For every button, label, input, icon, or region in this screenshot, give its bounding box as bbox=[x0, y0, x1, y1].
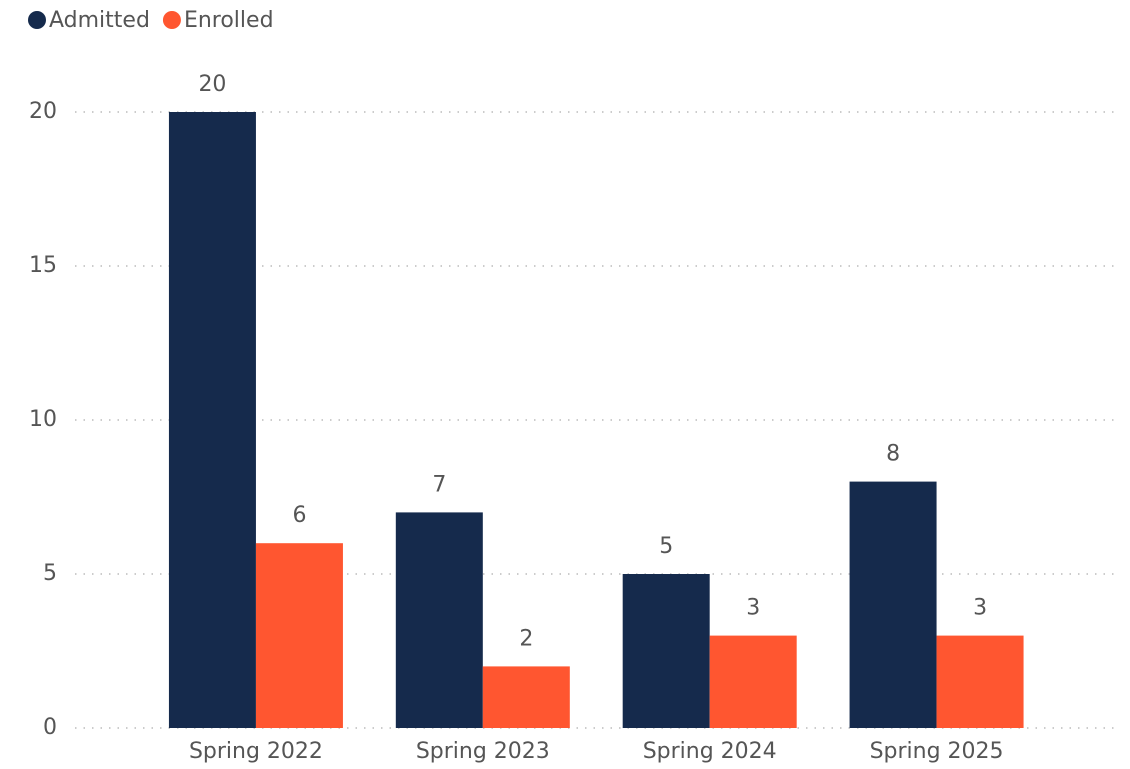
x-tick-label: Spring 2025 bbox=[870, 739, 1004, 764]
data-label: 2 bbox=[519, 626, 533, 651]
legend-marker bbox=[28, 11, 46, 29]
bar bbox=[936, 635, 1024, 728]
data-label: 8 bbox=[886, 442, 900, 467]
legend-label: Admitted bbox=[49, 8, 150, 33]
y-tick-label: 20 bbox=[29, 99, 57, 124]
bar bbox=[395, 512, 483, 728]
bar bbox=[849, 481, 937, 728]
bar bbox=[255, 543, 343, 728]
y-tick-label: 0 bbox=[43, 715, 57, 740]
data-label: 20 bbox=[198, 72, 226, 97]
y-tick-label: 10 bbox=[29, 407, 57, 432]
bar bbox=[168, 112, 256, 728]
y-tick-label: 5 bbox=[43, 561, 57, 586]
x-tick-label: Spring 2022 bbox=[189, 739, 323, 764]
data-label: 3 bbox=[746, 596, 760, 621]
y-tick-label: 15 bbox=[29, 253, 57, 278]
legend-marker bbox=[162, 11, 181, 29]
x-tick-label: Spring 2023 bbox=[416, 739, 550, 764]
data-label: 5 bbox=[659, 534, 673, 559]
x-tick-label: Spring 2024 bbox=[643, 739, 777, 764]
data-label: 7 bbox=[432, 472, 446, 497]
data-label: 6 bbox=[292, 503, 306, 528]
bar bbox=[622, 574, 710, 728]
legend-label: Enrolled bbox=[184, 8, 274, 33]
bar bbox=[709, 635, 797, 728]
data-label: 3 bbox=[973, 596, 987, 621]
bar bbox=[482, 666, 570, 728]
